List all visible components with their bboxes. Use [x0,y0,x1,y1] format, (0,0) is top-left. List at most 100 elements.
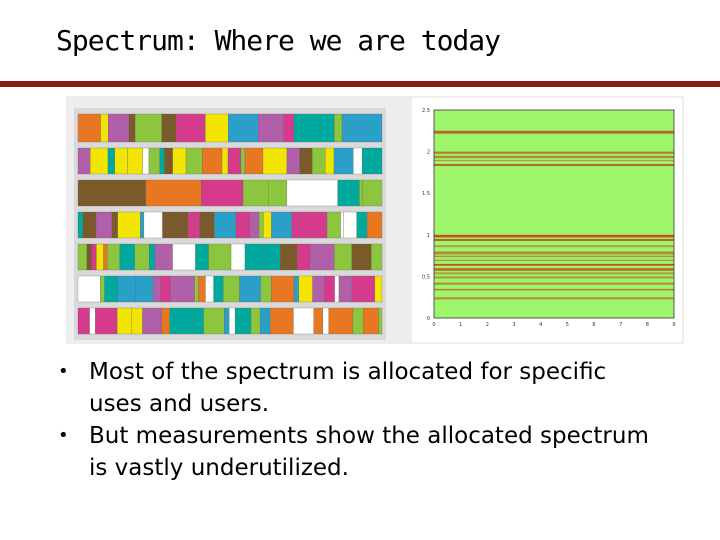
y-tick-label: 0.5 [422,274,430,280]
allocation-block [199,211,215,239]
allocation-block [91,243,97,271]
allocation-block [175,113,206,143]
allocation-block [227,147,242,175]
allocation-block [89,307,96,335]
slide-title: Spectrum: Where we are today [56,24,501,57]
allocation-block [149,243,156,271]
allocation-block [203,307,225,335]
allocation-block [214,211,237,239]
occupancy-band [434,276,674,279]
occupancy-band [434,297,674,300]
allocation-block [297,243,311,271]
allocation-block [161,307,170,335]
occupancy-band [434,272,674,275]
allocation-block [366,211,383,239]
allocation-block [100,275,105,303]
x-tick-label: 8 [646,322,649,328]
allocation-block [169,307,193,335]
allocation-block [262,147,288,175]
frequency-allocation-chart [74,108,386,340]
allocation-block [260,275,272,303]
y-tick-label: 1.5 [422,191,430,197]
allocation-block [229,307,236,335]
x-tick-label: 4 [539,322,542,328]
occupancy-band [434,238,674,241]
allocation-block [134,243,150,271]
allocation-block [293,113,335,143]
allocation-block [142,307,162,335]
allocation-block [230,243,246,271]
occupancy-band [434,255,674,258]
allocation-block [239,275,261,303]
allocation-block [334,113,343,143]
allocation-block [145,179,202,207]
allocation-block [258,211,264,239]
allocation-block [249,211,260,239]
allocation-block [263,211,272,239]
allocation-block [77,147,91,175]
allocation-block [161,113,177,143]
allocation-block [205,113,229,143]
allocation-block [359,179,364,207]
allocation-block [286,147,300,175]
bullet-text: Most of the spectrum is allocated for sp… [89,359,607,417]
allocation-block [298,275,313,303]
bullet-marker: • [58,361,69,382]
allocation-block [154,243,173,271]
occupancy-band [434,245,674,248]
allocation-block [77,113,101,143]
allocation-block [371,243,383,271]
allocation-block [116,307,133,335]
y-tick-label: 2.5 [422,108,430,114]
allocation-block [286,179,338,207]
allocation-block [153,275,161,303]
allocation-block [194,211,200,239]
allocation-block [351,275,375,303]
x-tick-label: 2 [486,322,489,328]
allocation-block [187,211,195,239]
allocation-block [205,275,214,303]
allocation-block [265,243,281,271]
allocation-block [114,147,128,175]
occupancy-band [434,164,674,166]
bullet-item: • But measurements show the allocated sp… [58,420,658,484]
occupancy-band [434,155,674,159]
y-tick-label: 2 [427,150,430,156]
allocation-block [280,243,298,271]
allocation-block [221,147,229,175]
x-tick-label: 9 [672,322,675,328]
allocation-block [198,275,206,303]
allocation-block [164,147,173,175]
allocation-block [148,147,160,175]
allocation-block [322,307,329,335]
allocation-block [135,275,154,303]
allocation-block [179,211,189,239]
allocation-block [312,147,326,175]
occupancy-band [434,282,674,285]
occupancy-plot-svg: 0 0.5 1 1.5 2 2.5 0 1 2 3 4 5 6 7 8 9 [412,98,682,342]
y-tick-label: 1 [427,233,430,239]
allocation-chart-svg [77,113,383,335]
allocation-block [111,211,118,239]
allocation-block [334,275,340,303]
allocation-block [82,211,97,239]
allocation-block [103,243,108,271]
allocation-block [351,243,372,271]
bullet-marker: • [58,425,69,446]
allocation-block [162,211,181,239]
allocation-block [223,275,240,303]
x-tick-label: 0 [432,322,435,328]
allocation-block [86,243,92,271]
allocation-block [315,211,328,239]
allocation-block [134,113,162,143]
allocation-block [378,307,383,335]
allocation-block [77,211,84,239]
allocation-block [119,243,135,271]
allocation-block [234,307,252,335]
occupancy-band [434,263,674,266]
allocation-block [100,113,109,143]
allocation-block [128,113,136,143]
allocation-block [250,307,261,335]
occupancy-band [434,234,674,238]
allocation-block [77,275,101,303]
